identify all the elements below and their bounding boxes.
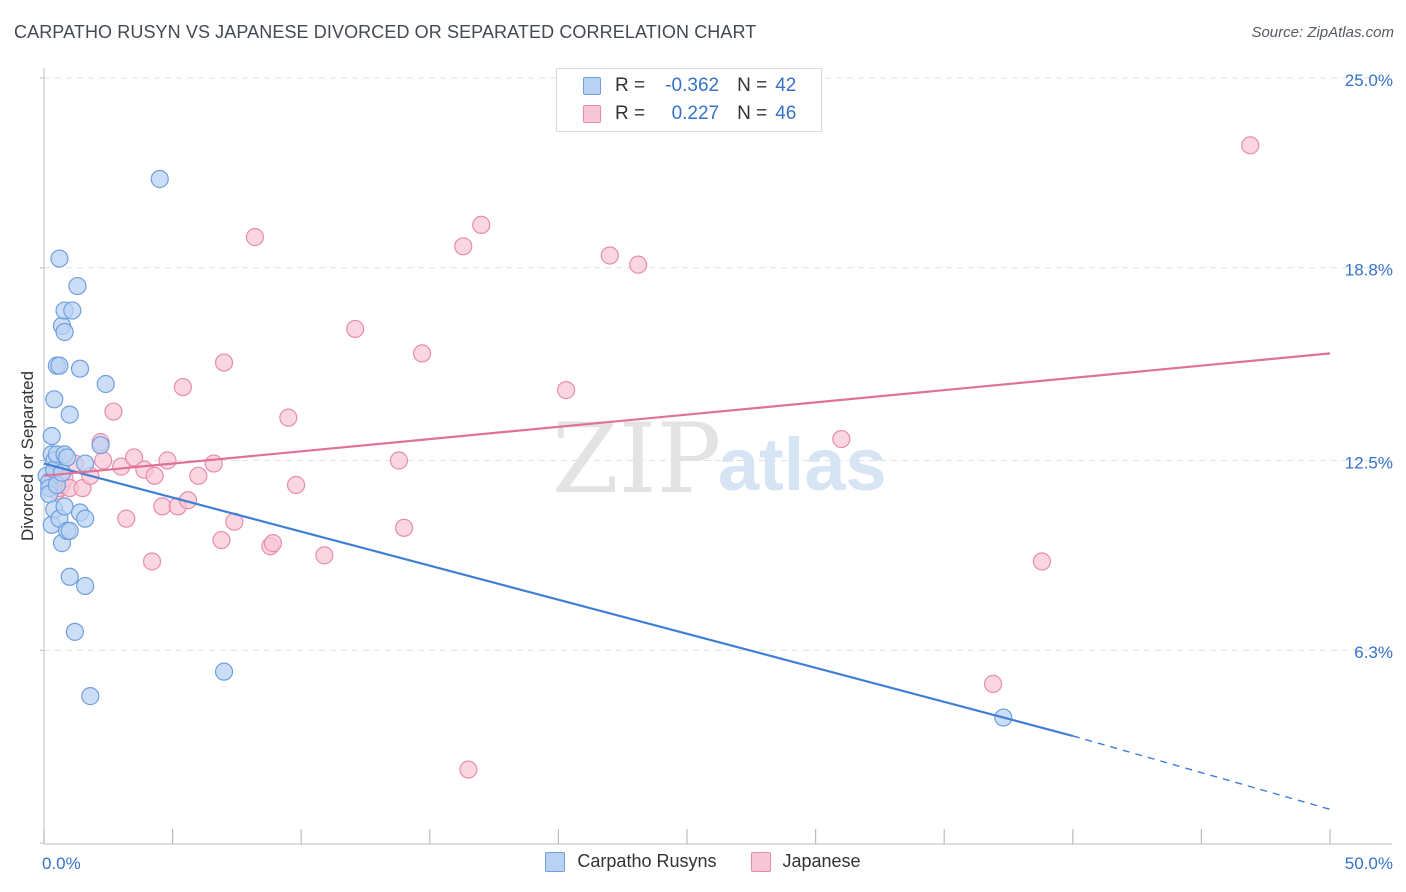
japanese-point <box>472 215 491 234</box>
japanese-point <box>189 466 208 485</box>
series-legend: Carpatho Rusyns Japanese <box>0 851 1406 872</box>
x-tick-label: 0.0% <box>42 854 81 873</box>
carpatho-trend-extension <box>1072 735 1331 811</box>
carpatho-trend-line <box>43 462 1074 737</box>
series-name-carpatho: Carpatho Rusyns <box>577 851 717 871</box>
japanese-point <box>214 353 234 372</box>
japanese-point <box>158 451 177 470</box>
series-swatch-pink <box>750 851 771 872</box>
japanese-point <box>279 408 298 427</box>
legend-n-value: 46 <box>775 103 797 124</box>
japanese-point <box>117 509 136 528</box>
carpatho-rusyn-point <box>50 356 69 375</box>
carpatho-rusyn-point <box>96 374 115 394</box>
carpatho-rusyn-point <box>42 426 61 446</box>
carpatho-rusyn-point <box>55 322 74 342</box>
y-tick-label: 18.8% <box>1345 261 1393 280</box>
japanese-point <box>983 674 1003 693</box>
legend-row-carpatho: R = -0.362 N = 42 <box>583 73 796 99</box>
legend-r-value: -0.362 <box>665 75 720 96</box>
tick-labels: 6.3% 12.5% 18.8% 25.0% 0.0% 50.0% <box>42 71 1393 873</box>
japanese-point <box>142 552 162 571</box>
carpatho-rusyn-point <box>68 276 87 296</box>
japanese-point <box>286 475 306 495</box>
japanese-point <box>454 237 473 256</box>
y-tick-label: 25.0% <box>1345 71 1393 90</box>
japanese-point <box>145 466 164 485</box>
japanese-point <box>315 546 334 565</box>
japanese-point <box>124 448 144 467</box>
zipatlas-watermark: ZIP atlas <box>552 403 887 515</box>
y-tick-label: 6.3% <box>1354 643 1393 662</box>
watermark-atlas: atlas <box>718 423 887 506</box>
japanese-point <box>629 255 648 274</box>
japanese-point <box>1032 552 1052 571</box>
legend-row-japanese: R = 0.227 N = 46 <box>583 101 796 127</box>
y-axis-label: Divorced or Separated <box>18 371 37 541</box>
carpatho-rusyn-point <box>91 436 110 455</box>
japanese-point <box>600 246 619 265</box>
trend-lines <box>43 352 1331 811</box>
legend-swatch-blue <box>583 77 601 95</box>
japanese-point <box>263 534 283 553</box>
carpatho-rusyn-point <box>60 405 79 424</box>
japanese-point <box>346 319 365 339</box>
carpatho-rusyn-point <box>76 454 95 473</box>
japanese-point <box>94 451 113 470</box>
series-legend-japanese: Japanese <box>750 851 861 872</box>
carpatho-rusyn-point <box>76 509 95 528</box>
japanese-point <box>173 377 192 397</box>
japanese-trend-line <box>43 352 1331 477</box>
japanese-point <box>394 518 414 537</box>
correlation-legend: R = -0.362 N = 42 R = 0.227 N = 46 <box>556 68 822 132</box>
legend-r-label: R = <box>615 103 646 124</box>
carpatho-rusyn-point <box>58 448 77 467</box>
carpatho-rusyn-point <box>150 169 169 189</box>
carpatho-rusyn-point <box>45 390 64 409</box>
japanese-point <box>412 344 432 363</box>
japanese-point <box>459 760 478 779</box>
source-credit: Source: ZipAtlas.com <box>1251 24 1394 41</box>
carpatho-rusyn-point <box>76 576 95 596</box>
japanese-point <box>557 381 576 400</box>
carpatho-rusyn-point <box>60 567 79 586</box>
x-tick-label: 50.0% <box>1345 854 1393 873</box>
carpatho-rusyn-point <box>70 359 90 378</box>
legend-n-value: 42 <box>775 75 797 96</box>
legend-r-value: 0.227 <box>671 103 720 124</box>
japanese-point <box>104 402 123 421</box>
series-name-japanese: Japanese <box>782 851 861 871</box>
japanese-point <box>832 429 851 449</box>
carpatho-rusyn-point <box>63 301 82 320</box>
legend-r-label: R = <box>615 75 646 96</box>
carpatho-rusyn-point <box>65 622 84 641</box>
y-tick-label: 12.5% <box>1345 454 1393 473</box>
legend-swatch-pink <box>583 105 601 123</box>
carpatho-rusyn-point <box>81 687 100 706</box>
data-points <box>37 136 1260 779</box>
japanese-point <box>389 451 409 470</box>
japanese-point <box>153 497 172 516</box>
japanese-point <box>245 228 265 247</box>
japanese-point <box>204 454 223 473</box>
watermark-zip: ZIP <box>552 403 721 515</box>
carpatho-rusyn-point <box>60 521 79 540</box>
japanese-point <box>1241 136 1260 155</box>
grid-lines <box>44 77 1392 651</box>
legend-n-label: N = <box>737 103 768 124</box>
japanese-point <box>212 530 231 550</box>
legend-n-label: N = <box>737 75 768 96</box>
carpatho-rusyn-point <box>55 497 74 516</box>
series-legend-carpatho: Carpatho Rusyns <box>545 851 717 872</box>
carpatho-rusyn-point <box>50 249 69 268</box>
chart-title: CARPATHO RUSYN VS JAPANESE DIVORCED OR S… <box>14 22 757 42</box>
carpatho-rusyn-point <box>214 662 234 681</box>
series-swatch-blue <box>545 851 566 872</box>
